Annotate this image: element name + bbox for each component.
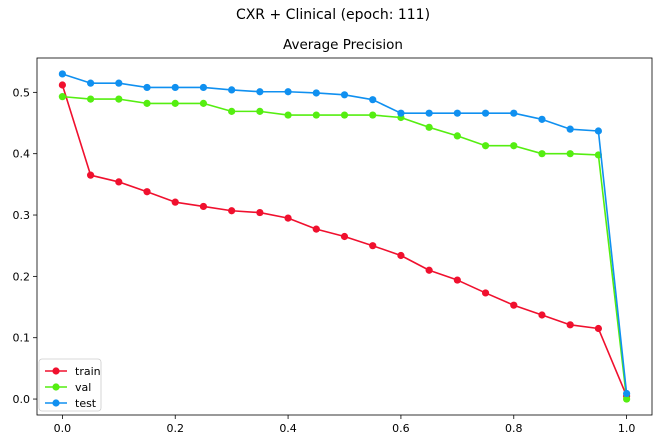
series-test xyxy=(58,70,631,398)
data-point-val xyxy=(425,123,433,131)
data-point-train xyxy=(340,232,349,241)
series-line-train xyxy=(61,84,628,397)
data-point-val xyxy=(312,111,320,119)
data-point-test xyxy=(228,86,236,94)
data-point-train xyxy=(594,324,602,333)
data-point-train xyxy=(566,321,574,329)
data-point-test xyxy=(115,79,123,87)
data-point-test xyxy=(623,389,631,398)
legend: train val test xyxy=(38,358,102,412)
y-tick-label: 0.0 xyxy=(13,393,31,406)
series-line-val xyxy=(62,95,628,400)
data-point-test xyxy=(453,109,461,117)
chart-title: Average Precision xyxy=(283,37,403,53)
data-point-val xyxy=(284,111,292,119)
data-point-test xyxy=(143,83,151,92)
data-point-test xyxy=(397,109,405,117)
legend-label-val: val xyxy=(75,381,91,394)
data-point-val xyxy=(199,99,208,107)
legend-label-test: test xyxy=(75,397,97,410)
data-point-test xyxy=(481,109,490,117)
data-point-test xyxy=(340,91,349,99)
plot-area: 0.0 0.2 0.4 0.6 0.8 1.0 0.0 0.1 0.2 0.3 0.4 0.5 trai… xyxy=(13,57,653,435)
data-point-test xyxy=(284,88,292,96)
data-point-train xyxy=(58,81,66,89)
data-point-test xyxy=(538,115,546,123)
data-point-test xyxy=(87,79,95,87)
data-point-val xyxy=(171,99,179,107)
x-tick-label: 0.8 xyxy=(505,422,523,435)
data-point-val xyxy=(623,395,631,403)
data-point-train xyxy=(228,207,236,215)
data-point-test xyxy=(312,89,320,97)
data-point-train xyxy=(312,225,320,233)
data-point-train xyxy=(87,171,95,179)
x-tick-label: 1.0 xyxy=(618,422,636,435)
figure-suptitle: CXR + Clinical (epoch: 111) xyxy=(236,7,430,23)
data-point-val xyxy=(87,95,95,103)
data-point-test xyxy=(256,88,264,96)
data-point-val xyxy=(566,150,574,158)
series-train xyxy=(58,81,631,400)
y-tick-label: 0.1 xyxy=(13,332,31,345)
data-point-train xyxy=(453,276,461,284)
axes-frame xyxy=(36,57,653,416)
data-point-train xyxy=(425,266,433,274)
data-point-train xyxy=(143,188,151,196)
data-point-train xyxy=(284,214,292,222)
data-point-test xyxy=(58,70,66,78)
legend-swatch-marker xyxy=(52,399,60,407)
data-point-train xyxy=(369,242,377,250)
y-tick-label: 0.5 xyxy=(13,86,31,99)
data-point-train xyxy=(171,198,179,206)
x-tick-label: 0.6 xyxy=(392,422,410,435)
data-point-val xyxy=(369,111,377,119)
x-tick-label: 0.0 xyxy=(54,422,72,435)
data-point-val xyxy=(58,93,66,101)
data-point-test xyxy=(171,83,179,92)
data-point-val xyxy=(481,142,490,150)
legend-swatch-marker xyxy=(52,383,60,391)
data-point-test xyxy=(594,127,602,135)
data-point-test xyxy=(566,125,574,133)
data-point-val xyxy=(453,132,461,140)
data-point-val xyxy=(143,99,151,107)
data-point-val xyxy=(538,150,546,158)
series-val xyxy=(58,93,631,403)
y-tick-label: 0.4 xyxy=(13,148,31,161)
legend-label-train: train xyxy=(75,365,101,378)
data-point-train xyxy=(115,178,123,186)
data-point-val xyxy=(115,95,123,103)
data-point-test xyxy=(369,96,377,104)
y-tick-label: 0.2 xyxy=(13,270,31,283)
x-tick-label: 0.2 xyxy=(166,422,184,435)
data-point-train xyxy=(481,289,490,297)
data-point-test xyxy=(425,109,433,117)
data-point-train xyxy=(256,208,264,217)
data-point-test xyxy=(510,109,518,117)
data-point-train xyxy=(538,311,546,319)
x-tick-label: 0.4 xyxy=(279,422,297,435)
data-point-test xyxy=(199,83,208,92)
data-point-train xyxy=(397,251,405,260)
data-point-train xyxy=(199,202,208,211)
data-point-val xyxy=(510,142,518,150)
data-point-val xyxy=(256,107,264,115)
legend-swatch-marker xyxy=(52,367,60,375)
data-point-val xyxy=(228,107,236,115)
y-tick-label: 0.3 xyxy=(13,209,31,222)
data-point-train xyxy=(510,301,518,309)
data-point-val xyxy=(340,111,349,119)
